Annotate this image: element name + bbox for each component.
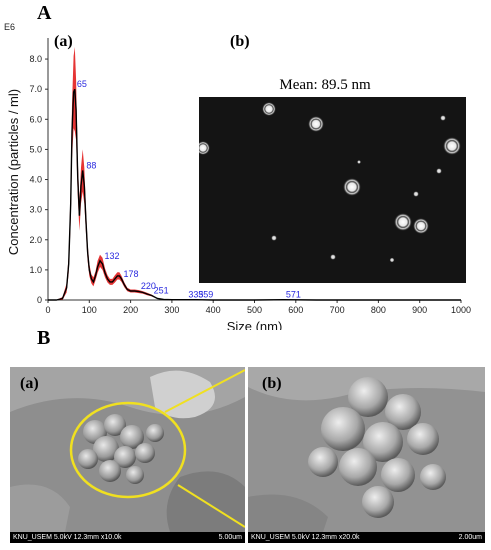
panel-a-sub-a-label: (a) bbox=[54, 33, 73, 50]
peak-label: 571 bbox=[286, 290, 301, 300]
x-tick-label: 400 bbox=[206, 305, 221, 315]
peak-label: 178 bbox=[124, 269, 139, 279]
y-tick-label: 7.0 bbox=[29, 84, 42, 94]
x-tick-label: 600 bbox=[288, 305, 303, 315]
sem-scale-high-mag: 2.00um bbox=[458, 534, 482, 541]
panel-a-letter: A bbox=[37, 2, 52, 24]
y-tick-label: 1.0 bbox=[29, 265, 42, 275]
mean-curve bbox=[48, 88, 461, 301]
y-tick-label: 3.0 bbox=[29, 205, 42, 215]
sem-image-high-mag: KNU_USEM 5.0kV 12.3mm x20.0k 2.00um bbox=[248, 367, 485, 543]
peak-label: 359 bbox=[198, 290, 213, 300]
peak-label: 220 bbox=[141, 281, 156, 291]
y-tick-label: 0 bbox=[37, 295, 42, 305]
x-tick-label: 100 bbox=[82, 305, 97, 315]
peak-label: 88 bbox=[86, 160, 96, 170]
y-tick-label: 4.0 bbox=[29, 175, 42, 185]
x-axis-title: Size (nm) bbox=[227, 319, 283, 330]
x-tick-label: 200 bbox=[123, 305, 138, 315]
sem-scale-low-mag: 5.00um bbox=[218, 534, 242, 541]
sem-info-high-mag: KNU_USEM 5.0kV 12.3mm x20.0k bbox=[251, 534, 360, 541]
error-band bbox=[48, 47, 461, 300]
panel-b-sub-a-label: (a) bbox=[20, 375, 39, 392]
y-tick-label: 8.0 bbox=[29, 54, 42, 64]
peak-label: 65 bbox=[77, 79, 87, 89]
panel-a-sub-b-label: (b) bbox=[230, 33, 250, 50]
peak-label: 251 bbox=[154, 285, 169, 295]
sem-info-bar-low-mag: KNU_USEM 5.0kV 12.3mm x10.0k 5.00um bbox=[10, 532, 245, 543]
sem-info-bar-high-mag: KNU_USEM 5.0kV 12.3mm x20.0k 2.00um bbox=[248, 532, 485, 543]
x-tick-label: 700 bbox=[330, 305, 345, 315]
mean-size-label: Mean: 89.5 nm bbox=[279, 77, 371, 93]
x-tick-label: 800 bbox=[371, 305, 386, 315]
y-tick-label: 2.0 bbox=[29, 235, 42, 245]
peak-label: 132 bbox=[105, 251, 120, 261]
y-tick-label: 6.0 bbox=[29, 114, 42, 124]
x-tick-label: 300 bbox=[164, 305, 179, 315]
panel-b-letter: B bbox=[37, 327, 51, 349]
nta-video-frame-image bbox=[199, 97, 466, 283]
sem-image-low-mag: KNU_USEM 5.0kV 12.3mm x10.0k 5.00um bbox=[10, 367, 245, 543]
y-axis-title: Concentration (particles / ml) bbox=[6, 89, 21, 255]
peak-label: 335 bbox=[188, 290, 203, 300]
x-tick-label: 900 bbox=[412, 305, 427, 315]
sem-info-low-mag: KNU_USEM 5.0kV 12.3mm x10.0k bbox=[13, 534, 122, 541]
x-tick-label: 1000 bbox=[451, 305, 471, 315]
x-tick-label: 500 bbox=[247, 305, 262, 315]
x-tick-label: 0 bbox=[45, 305, 50, 315]
y-exponent-label: E6 bbox=[4, 22, 16, 32]
panel-b-sub-b-label: (b) bbox=[262, 375, 282, 392]
y-tick-label: 5.0 bbox=[29, 144, 42, 154]
nta-size-distribution-chart: 0 1.0 2.0 3.0 4.0 5.0 6.0 7.0 8.0 0 100 200 300 400 50… bbox=[6, 38, 471, 330]
